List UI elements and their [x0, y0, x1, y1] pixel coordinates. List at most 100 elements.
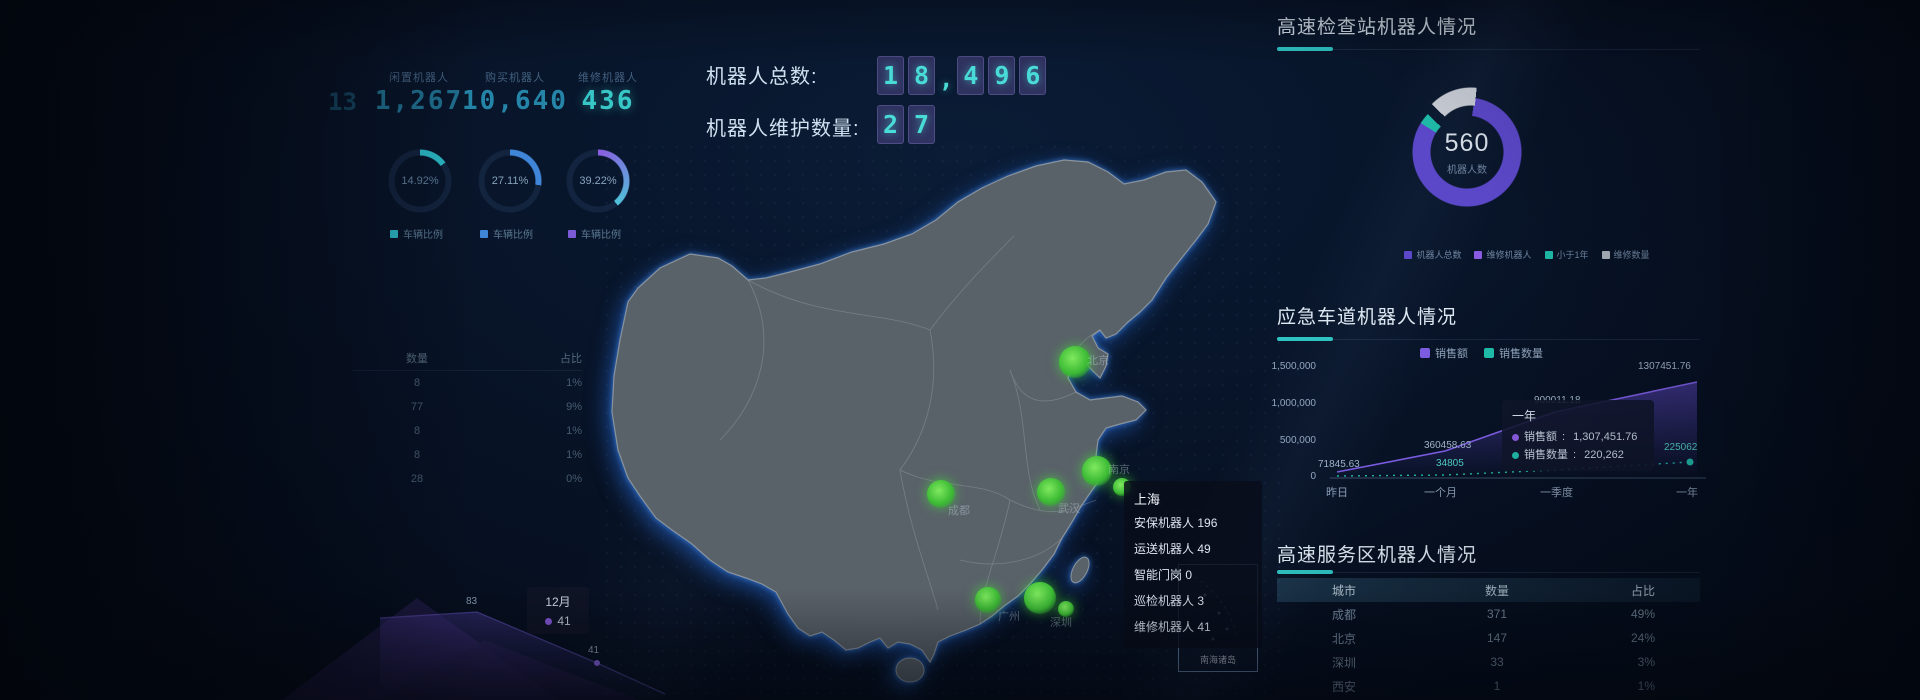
gauge-legend[interactable]: 车辆比例 [390, 226, 443, 241]
gauge-value: 14.92% [401, 175, 439, 187]
table-row[interactable]: 深圳 33 3% [1277, 650, 1700, 674]
digit-box: 7 [908, 105, 935, 144]
tooltip-row-value: 0 [1185, 568, 1193, 582]
tooltip-row: 巡检机器人 3 [1134, 588, 1252, 614]
table-row: 8 1% [352, 419, 582, 443]
cell-city: 西安 [1332, 679, 1357, 694]
city-label: 成都 [948, 505, 970, 517]
tooltip-row-label: 巡检机器人 [1134, 594, 1195, 608]
table-row: 77 9% [352, 395, 582, 419]
table-header: 城市 数量 占比 [1277, 578, 1700, 602]
gauge-legend[interactable]: 车辆比例 [480, 226, 533, 241]
tooltip-row-value: 49 [1197, 542, 1211, 556]
col-header-city: 城市 [1332, 583, 1357, 598]
donut-center: 560 机器人数 [1411, 96, 1523, 208]
tooltip-row: 维修机器人 41 [1134, 614, 1252, 640]
legend-item[interactable]: 维修机器人 [1474, 248, 1532, 261]
title-accent-bar [1277, 337, 1333, 341]
tooltip-row: 智能门岗 0 [1134, 562, 1252, 588]
legend-swatch [568, 229, 576, 238]
map-dot-shenzhen[interactable] [1024, 582, 1056, 614]
cell-city: 成都 [1332, 607, 1357, 622]
col-header-pct: 占比 [1630, 583, 1655, 598]
stat-label: 维修机器人 [578, 72, 638, 84]
table-row: 8 1% [352, 443, 582, 467]
cell-count: 1 [1493, 679, 1501, 693]
legend-item[interactable]: 维修数量 [1601, 248, 1650, 261]
title-divider [1277, 572, 1700, 573]
partial-stat-value: 13 [328, 88, 357, 116]
series-dot-icon [1512, 433, 1519, 441]
table-row[interactable]: 成都 371 49% [1277, 602, 1700, 626]
cell-count: 8 [413, 449, 421, 461]
service-table: 城市 数量 占比 成都 371 49% 北京 147 24% 深圳 33 3% … [1277, 578, 1700, 698]
table-row[interactable]: 北京 147 24% [1277, 626, 1700, 650]
x-axis-tick: 一季度 [1540, 487, 1573, 499]
tooltip-title: 一年 [1512, 409, 1537, 423]
point-label: 1307451.76 [1638, 361, 1691, 372]
cell-count: 28 [410, 473, 424, 485]
donut-center-label: 机器人数 [1447, 164, 1487, 176]
tooltip-row-value: 196 [1197, 516, 1218, 530]
point-label: 360458.63 [1424, 440, 1472, 451]
tooltip-row-value: 1,307,451.76 [1573, 431, 1638, 443]
tooltip-row: 运送机器人 49 [1134, 536, 1252, 562]
cell-count: 8 [413, 377, 421, 389]
cell-count: 147 [1486, 631, 1508, 645]
donut-center-value: 560 [1444, 128, 1490, 157]
cell-pct: 0% [566, 473, 582, 485]
x-axis-tick: 昨日 [1326, 487, 1348, 499]
city-label: 南京 [1108, 464, 1130, 476]
digit-box: 1 [877, 56, 904, 95]
legend-label: 维修数量 [1613, 250, 1650, 260]
tooltip-row-label: 维修机器人 [1134, 620, 1195, 634]
point-label: 83 [466, 596, 478, 607]
kpi-maintenance-digits: 2 7 [877, 105, 935, 144]
gauge-value: 27.11% [491, 175, 529, 187]
cell-pct: 3% [1637, 655, 1655, 669]
stat-value: 436 [581, 86, 635, 116]
cell-count: 77 [410, 401, 424, 413]
chart-tooltip: 12月 41 [527, 587, 589, 634]
donut-legend: 机器人总数 维修机器人 小于1年 维修数量 [1372, 248, 1682, 261]
legend-item[interactable]: 小于1年 [1544, 248, 1589, 261]
col-header: 数量 [406, 353, 428, 365]
legend-label: 小于1年 [1556, 250, 1589, 260]
checkpoint-donut-chart: 560 机器人数 [1411, 86, 1527, 208]
city-label: 北京 [1087, 355, 1109, 367]
cell-count: 33 [1490, 655, 1504, 669]
map-tooltip: 上海 安保机器人 196 运送机器人 49 智能门岗 0 巡检机器人 3 维修机… [1124, 481, 1262, 648]
legend-swatch [480, 229, 488, 238]
point-label: 34805 [1436, 458, 1464, 469]
y-axis-tick: 0 [1310, 471, 1316, 482]
point-label: 71845.63 [1318, 459, 1360, 470]
cell-pct: 1% [566, 377, 582, 389]
cell-pct: 1% [1637, 679, 1655, 693]
legend-label: 机器人总数 [1416, 250, 1462, 260]
legend-swatch [1544, 250, 1553, 259]
cell-count: 8 [413, 425, 421, 437]
x-axis-tick: 一年 [1676, 487, 1698, 499]
legend-swatch [390, 229, 398, 238]
legend-item[interactable]: 机器人总数 [1404, 248, 1461, 261]
digit-separator: , [939, 65, 954, 93]
digit-box: 9 [988, 56, 1016, 95]
legend-swatch [1404, 250, 1413, 259]
legend-label: 车辆比例 [493, 230, 533, 241]
panel-title-checkpoint: 高速检查站机器人情况 [1277, 17, 1478, 38]
table-row: 8 1% [352, 371, 582, 395]
kpi-maintenance-label: 机器人维护数量: [706, 118, 860, 140]
tooltip-value: 41 [557, 614, 571, 628]
title-accent-bar [1277, 47, 1333, 51]
digit-box: 2 [877, 105, 904, 144]
x-axis-tick: 一个月 [1424, 487, 1457, 499]
digit-box: 8 [908, 56, 935, 95]
cell-city: 深圳 [1332, 655, 1357, 670]
digit-box: 6 [1019, 56, 1047, 95]
table-row[interactable]: 西安 1 1% [1277, 674, 1700, 698]
city-label: 深圳 [1050, 617, 1072, 629]
table-header: 数量 占比 [352, 346, 582, 371]
cell-count: 371 [1486, 607, 1508, 621]
left-data-table: 数量 占比 8 1% 77 9% 8 1% 8 1% 28 0% [352, 346, 582, 491]
